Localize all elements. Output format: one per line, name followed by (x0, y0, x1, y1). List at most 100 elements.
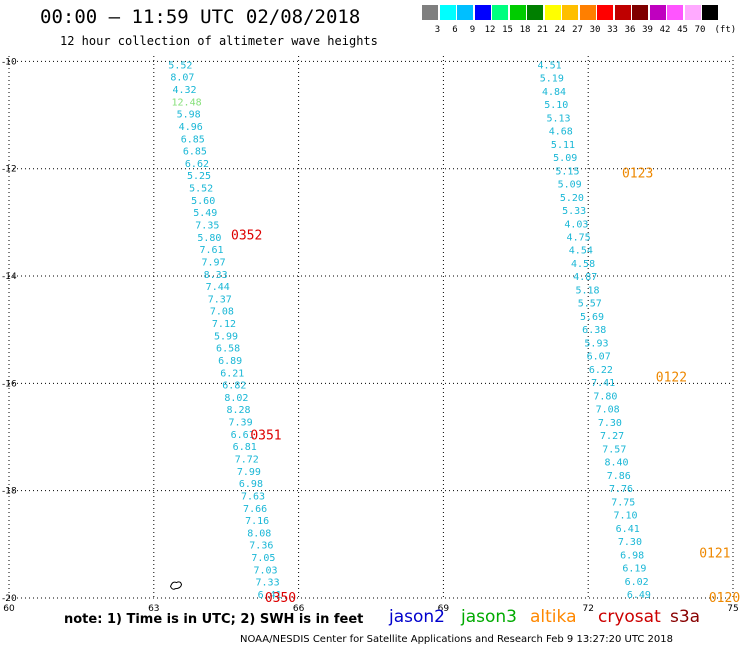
satellite-jason3: jason3 (461, 607, 517, 627)
swh-value: 4.58 (571, 259, 595, 270)
swh-value: 5.93 (584, 338, 608, 349)
lat-tick-label: -12 (2, 165, 17, 175)
lon-tick-label: 60 (3, 604, 15, 614)
swh-value: 8.28 (226, 405, 250, 416)
satellite-jason2: jason2 (389, 607, 445, 627)
swh-value: 7.44 (206, 282, 230, 293)
swh-value: 5.69 (580, 312, 604, 323)
legend-label: 24 (554, 25, 566, 35)
legend-swatch (702, 5, 718, 20)
legend-swatch (422, 5, 438, 20)
legend-swatch (579, 5, 596, 20)
legend-label: 70 (694, 25, 706, 35)
footnote: note: 1) Time is in UTC; 2) SWH is in fe… (64, 612, 364, 627)
swh-value: 4.84 (542, 87, 566, 98)
swh-value: 4.32 (172, 85, 196, 96)
swh-value: 5.18 (575, 285, 599, 296)
pass-label: 0350 (265, 591, 296, 606)
swh-value: 5.98 (177, 110, 201, 121)
swh-value: 6.98 (620, 550, 644, 561)
lon-tick-label: 69 (438, 604, 450, 614)
legend-label: 45 (677, 25, 688, 35)
swh-value: 5.80 (197, 233, 221, 244)
swh-value: 6.89 (218, 356, 242, 367)
swh-value: 5.09 (553, 153, 577, 164)
legend-swatch (614, 5, 631, 20)
lat-tick-label: -10 (2, 57, 17, 67)
swh-value: 6.98 (239, 479, 263, 490)
swh-value: 6.82 (222, 381, 246, 392)
swh-value: 5.49 (193, 208, 217, 219)
lat-tick-label: -16 (2, 379, 17, 389)
lon-tick-label: 63 (148, 604, 159, 614)
swh-value: 7.39 (229, 418, 253, 429)
lat-tick-label: -20 (2, 594, 17, 604)
swh-value: 7.86 (607, 471, 631, 482)
legend-swatch (527, 5, 543, 20)
credit-line: NOAA/NESDIS Center for Satellite Applica… (240, 634, 673, 645)
swh-value: 8.33 (204, 270, 228, 281)
pass-label: 0122 (656, 370, 687, 385)
swh-value: 5.57 (578, 299, 602, 310)
swh-value: 8.07 (170, 73, 194, 84)
swh-value: 5.52 (189, 184, 213, 195)
swh-value: 7.35 (195, 220, 219, 231)
swh-value: 6.07 (587, 352, 611, 363)
swh-value: 7.57 (602, 444, 626, 455)
pass-label: 0352 (231, 229, 262, 244)
swh-value: 5.15 (555, 166, 579, 177)
legend-label: 3 (434, 25, 441, 35)
swh-value: 4.87 (573, 272, 597, 283)
swh-value: 7.66 (243, 504, 267, 515)
swh-value: 7.10 (613, 511, 637, 522)
legend-label: 18 (519, 25, 531, 35)
swh-value: 6.81 (233, 442, 257, 453)
swh-value: 8.08 (247, 528, 271, 539)
legend-swatch (492, 5, 508, 20)
legend-swatch (439, 5, 456, 20)
satellite-altika: altika (530, 607, 577, 627)
swh-value: 5.60 (191, 196, 215, 207)
swh-value: 7.03 (253, 565, 277, 576)
swh-value: 7.08 (596, 405, 620, 416)
swh-value: 7.27 (600, 431, 624, 442)
legend-swatch (684, 5, 701, 20)
legend-label: 33 (607, 25, 618, 35)
swh-value: 6.61 (231, 430, 255, 441)
swh-value: 4.51 (538, 60, 562, 71)
page-title: 00:00 – 11:59 UTC 02/08/2018 (40, 6, 361, 28)
swh-value: 12.48 (172, 97, 202, 108)
lon-tick-label: 72 (582, 604, 593, 614)
legend-label: 39 (642, 25, 653, 35)
satellite-s3a: s3a (670, 607, 701, 627)
legend-label: 6 (452, 25, 458, 35)
swh-value: 5.11 (551, 140, 575, 151)
swh-value: 8.40 (605, 458, 629, 469)
swh-value: 7.12 (212, 319, 236, 330)
swh-value: 7.75 (611, 497, 635, 508)
legend-swatch (544, 5, 561, 20)
swh-value: 6.41 (616, 524, 640, 535)
swh-value: 7.36 (249, 541, 273, 552)
swh-value: 6.19 (622, 564, 646, 575)
lon-tick-label: 75 (727, 604, 738, 614)
legend-swatch (474, 5, 491, 20)
swh-value: 6.49 (627, 590, 651, 601)
swh-value: 5.20 (560, 193, 584, 204)
swh-value: 7.97 (202, 257, 226, 268)
pass-label: 0120 (709, 591, 740, 606)
legend-swatch (457, 5, 473, 20)
swh-value: 7.30 (598, 418, 622, 429)
legend-label: 15 (502, 25, 513, 35)
lon-tick-label: 66 (293, 604, 305, 614)
swh-value: 5.33 (562, 206, 586, 217)
swh-value: 5.10 (544, 100, 568, 111)
swh-value: 4.54 (569, 246, 593, 257)
swh-value: 5.52 (168, 60, 192, 71)
legend-label: 9 (469, 25, 476, 35)
legend-label: 21 (537, 25, 548, 35)
swh-value: 6.85 (181, 134, 205, 145)
pass-label: 0123 (622, 166, 653, 181)
swh-value: 6.62 (185, 159, 209, 170)
